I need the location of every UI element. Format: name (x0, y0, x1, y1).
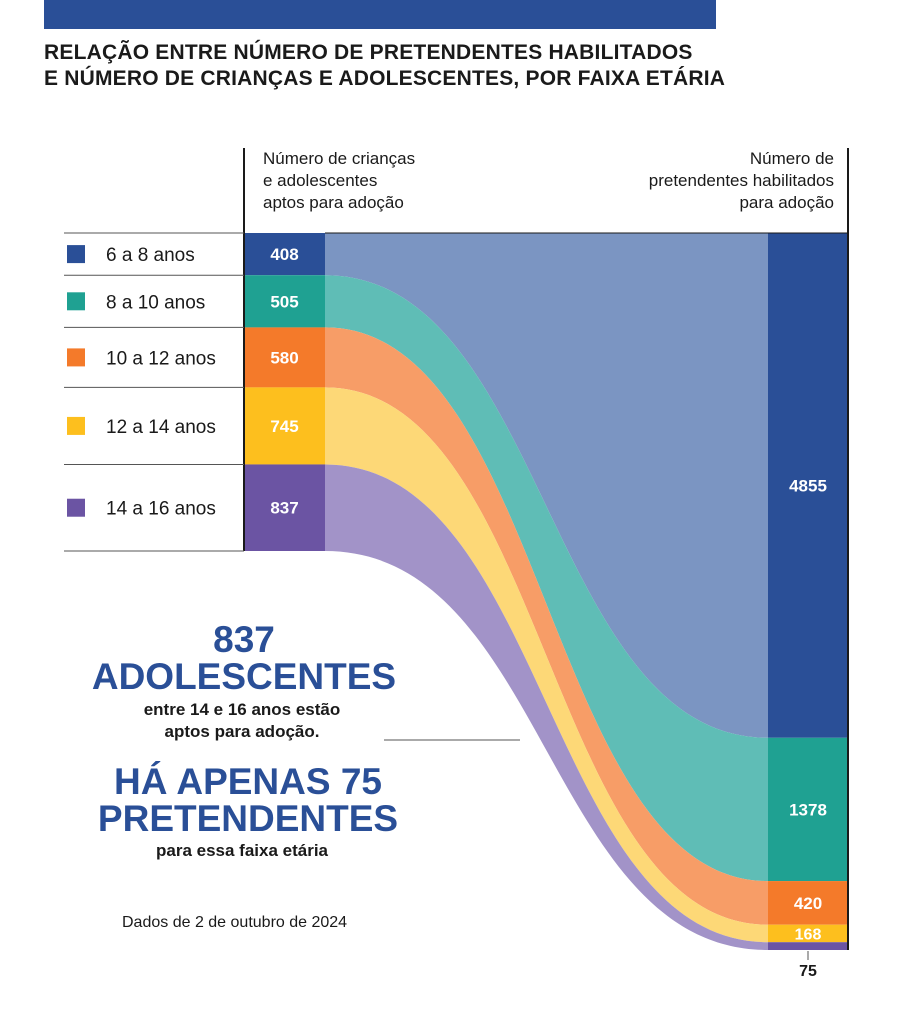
right-value-label-10-a-12-anos: 420 (794, 894, 822, 913)
left-value-label-6-a-8-anos: 408 (270, 245, 298, 264)
annotation-text-line-3: para essa faixa etária (155, 841, 328, 860)
left-value-label-14-a-16-anos: 837 (270, 499, 298, 518)
annotation-text-line-2: aptos para adoção. (164, 722, 320, 741)
right-value-label-8-a-10-anos: 1378 (789, 800, 827, 819)
legend-swatch-8-a-10-anos (67, 292, 85, 311)
right-bar-12-a-14-anos (768, 924, 848, 943)
legend-swatch-12-a-14-anos (67, 416, 85, 435)
left-value-label-12-a-14-anos: 745 (270, 417, 298, 436)
flow-6-a-8-anos (325, 233, 768, 738)
left-bar-14-a-16-anos (244, 464, 325, 551)
flow-8-a-10-anos (325, 275, 768, 882)
flow-10-a-12-anos (325, 327, 768, 925)
source-note: Dados de 2 de outubro de 2024 (122, 914, 348, 931)
chart-title-line-1: RELAÇÃO ENTRE NÚMERO DE PRETENDENTES HAB… (44, 41, 693, 64)
left-column-header: Número de crianças e adolescentes aptos … (263, 148, 483, 214)
top-accent-bar (44, 0, 716, 29)
right-value-label-6-a-8-anos: 4855 (789, 476, 827, 495)
right-bar-6-a-8-anos (768, 233, 848, 738)
legend-label-6-a-8-anos: 6 a 8 anos (106, 245, 195, 266)
left-bar-8-a-10-anos (244, 275, 325, 328)
left-bar-12-a-14-anos (244, 387, 325, 465)
right-column-header-line-1: Número de (749, 149, 834, 168)
annotation-highlight-line-2: PRETENDENTES (97, 798, 399, 839)
flow-14-a-16-anos (325, 464, 768, 950)
right-column-header-line-3: para adoção (739, 193, 834, 212)
right-column-header-line-2: pretendentes habilitados (648, 171, 834, 190)
left-value-label-10-a-12-anos: 580 (270, 348, 298, 367)
left-column-header-line-1: Número de crianças (263, 149, 416, 168)
right-value-label-12-a-14-anos: 168 (795, 926, 822, 943)
left-bar-6-a-8-anos (244, 233, 325, 276)
right-bar-8-a-10-anos (768, 737, 848, 882)
legend-label-8-a-10-anos: 8 a 10 anos (106, 292, 205, 313)
chart-title-line-2: E NÚMERO DE CRIANÇAS E ADOLESCENTES, POR… (44, 67, 726, 90)
legend-swatch-14-a-16-anos (67, 498, 85, 517)
annotation-highlight-line-1: HÁ APENAS 75 (114, 761, 382, 802)
right-column-header: Número de pretendentes habilitados para … (574, 148, 834, 214)
legend-label-14-a-16-anos: 14 a 16 anos (106, 499, 216, 520)
legend-swatch-10-a-12-anos (67, 348, 85, 367)
legend-swatch-6-a-8-anos (67, 245, 85, 264)
right-bar-10-a-12-anos (768, 881, 848, 925)
left-column-header-line-2: e adolescentes (263, 171, 378, 190)
annotation-big-label: ADOLESCENTES (91, 656, 397, 697)
annotation-text-line-1: entre 14 e 16 anos estão (143, 700, 341, 719)
annotation-big-number: 837 (213, 619, 275, 660)
chart-title: RELAÇÃO ENTRE NÚMERO DE PRETENDENTES HAB… (44, 40, 725, 92)
legend-label-10-a-12-anos: 10 a 12 anos (106, 348, 216, 369)
legend-label-12-a-14-anos: 12 a 14 anos (106, 417, 216, 438)
right-bar-14-a-16-anos (768, 942, 848, 950)
left-value-label-8-a-10-anos: 505 (270, 292, 298, 311)
left-column-header-line-3: aptos para adoção (263, 193, 404, 212)
left-bar-10-a-12-anos (244, 327, 325, 388)
flow-12-a-14-anos (325, 387, 768, 943)
right-value-label-14-a-16-anos: 75 (799, 963, 817, 980)
